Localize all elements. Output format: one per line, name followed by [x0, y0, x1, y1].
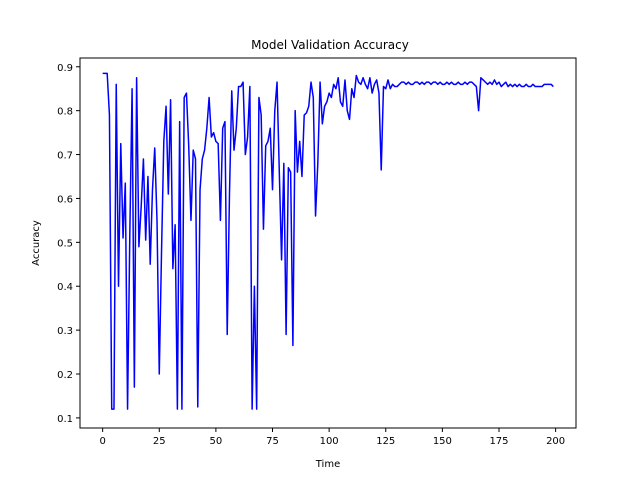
- x-tick-label: 125: [376, 436, 395, 447]
- y-tick-label: 0.6: [57, 194, 73, 205]
- x-tick-label: 50: [210, 436, 223, 447]
- y-tick-label: 0.5: [57, 238, 73, 249]
- y-tick-label: 0.8: [57, 107, 73, 118]
- chart-title: Model Validation Accuracy: [251, 38, 409, 52]
- y-tick-label: 0.2: [57, 370, 73, 381]
- x-tick-label: 100: [320, 436, 339, 447]
- plot-area: [102, 72, 554, 410]
- x-tick-label: 75: [266, 436, 279, 447]
- y-tick-label: 0.4: [57, 282, 73, 293]
- y-tick-label: 0.1: [57, 414, 73, 425]
- y-tick-label: 0.7: [57, 151, 73, 162]
- x-tick-label: 175: [489, 436, 508, 447]
- x-tick-label: 200: [546, 436, 565, 447]
- x-axis-label: Time: [315, 459, 340, 470]
- x-tick-label: 0: [99, 436, 105, 447]
- y-tick-label: 0.9: [57, 63, 73, 74]
- axes-frame: [79, 57, 577, 429]
- y-tick-label: 0.3: [57, 326, 73, 337]
- data-line: [102, 72, 554, 410]
- x-tick-label: 25: [153, 436, 166, 447]
- y-axis-label: Accuracy: [31, 220, 42, 266]
- x-tick-label: 150: [433, 436, 452, 447]
